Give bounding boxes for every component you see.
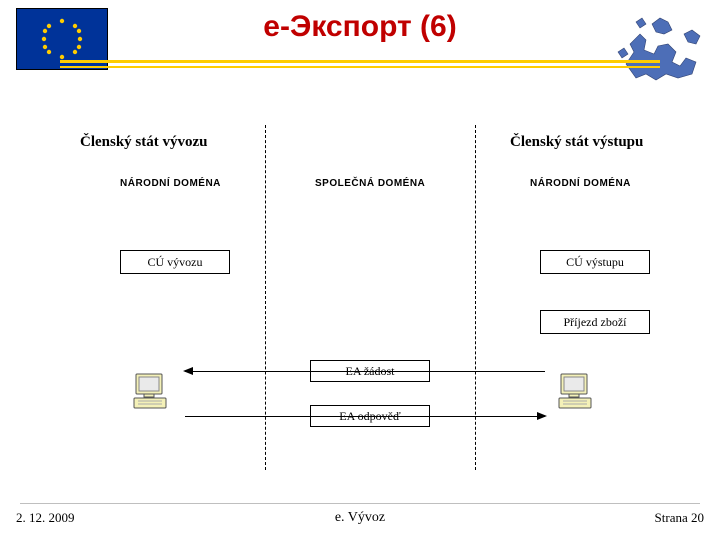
center-domain-label: SPOLEČNÁ DOMÉNA xyxy=(315,178,425,189)
title-underline xyxy=(60,60,660,63)
slide: e-Экспорт (6) Členský stát vývozu Člensk… xyxy=(0,0,720,540)
slide-title: e-Экспорт (6) xyxy=(0,10,720,44)
footer-page: Strana 20 xyxy=(655,510,704,526)
left-column-header: Členský stát vývozu xyxy=(80,134,208,151)
right-domain-label: NÁRODNÍ DOMÉNA xyxy=(530,178,631,189)
box-arrival: Příjezd zboží xyxy=(540,310,650,334)
domain-divider-left xyxy=(265,125,266,470)
footer-rule xyxy=(20,503,700,504)
arrow-response-head-icon xyxy=(537,412,547,420)
box-cu-exit: CÚ výstupu xyxy=(540,250,650,274)
title-underline-thin xyxy=(60,66,660,68)
box-cu-export: CÚ vývozu xyxy=(120,250,230,274)
left-domain-label: NÁRODNÍ DOMÉNA xyxy=(120,178,221,189)
domain-divider-right xyxy=(475,125,476,470)
right-column-header: Členský stát výstupu xyxy=(510,134,643,151)
footer-center: e. Vývoz xyxy=(0,510,720,526)
arrow-response xyxy=(185,416,545,417)
arrow-request-head-icon xyxy=(183,367,193,375)
computer-right-icon xyxy=(555,370,599,419)
arrow-request xyxy=(185,371,545,372)
computer-left-icon xyxy=(130,370,174,419)
